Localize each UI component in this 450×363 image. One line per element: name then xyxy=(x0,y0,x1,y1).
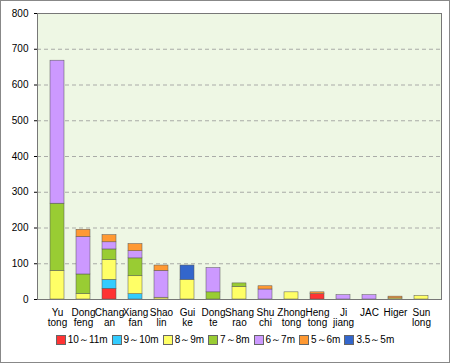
html-text:9～10m: 9～10m xyxy=(123,334,159,345)
svg-text:300: 300 xyxy=(12,186,29,197)
svg-text:Higer: Higer xyxy=(384,307,409,318)
svg-text:JAC: JAC xyxy=(360,307,379,318)
svg-text:700: 700 xyxy=(12,43,29,54)
svg-text:Shuchi: Shuchi xyxy=(257,307,275,328)
svg-text:0: 0 xyxy=(23,294,29,305)
svg-text:Dongfeng: Dongfeng xyxy=(72,307,96,328)
svg-text:Guike: Guike xyxy=(180,307,196,328)
svg-text:Changan: Changan xyxy=(95,307,124,328)
svg-text:Shaolin: Shaolin xyxy=(150,307,174,328)
html-text:7～8m: 7～8m xyxy=(220,334,250,345)
svg-text:600: 600 xyxy=(12,79,29,90)
svg-text:Jijiang: Jijiang xyxy=(332,307,354,328)
svg-text:500: 500 xyxy=(12,115,29,126)
svg-text:Sunlong: Sunlong xyxy=(412,307,431,328)
html-text:10～11m: 10～11m xyxy=(67,334,108,345)
svg-text:Hengtong: Hengtong xyxy=(306,307,330,328)
svg-text:Dongte: Dongte xyxy=(202,307,226,328)
svg-text:100: 100 xyxy=(12,258,29,269)
html-text:3.5～5m: 3.5～5m xyxy=(356,334,395,345)
html-text:8～9m: 8～9m xyxy=(174,334,205,345)
svg-text:Xiangfan: Xiangfan xyxy=(123,307,149,328)
html-text:5～6m: 5～6m xyxy=(311,334,341,345)
svg-text:Shangrao: Shangrao xyxy=(225,307,254,328)
html-text:6～7m: 6～7m xyxy=(265,334,295,345)
svg-text:Zhongtong: Zhongtong xyxy=(277,307,305,328)
svg-text:400: 400 xyxy=(12,151,29,162)
svg-text:200: 200 xyxy=(12,222,29,233)
svg-text:Yutong: Yutong xyxy=(48,307,67,328)
svg-text:800: 800 xyxy=(12,8,29,19)
